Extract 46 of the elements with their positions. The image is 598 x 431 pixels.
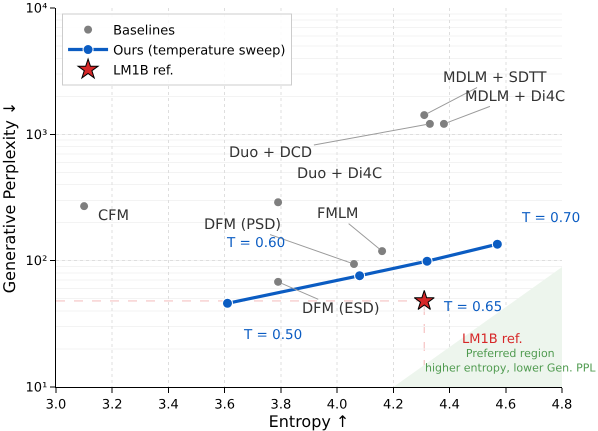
x-tick-label: 3.0 [46, 398, 66, 413]
x-tick-label: 4.0 [326, 398, 348, 413]
point [426, 120, 434, 128]
point [350, 260, 358, 268]
annotation: T = 0.70 [521, 210, 580, 226]
point [80, 202, 88, 210]
x-axis-title: Entropy ↑ [268, 412, 350, 431]
point [354, 270, 366, 282]
annotation: Duo + DCD [229, 145, 312, 161]
annotation: T = 0.65 [443, 299, 502, 315]
y-axis-title: Generative Perplexity ↓ [0, 102, 19, 294]
x-tick-label: 4.2 [382, 398, 404, 413]
annotation: MDLM + Di4C [465, 89, 566, 105]
point [440, 120, 448, 128]
point [414, 290, 435, 310]
annotation: Duo + Di4C [297, 166, 382, 182]
x-tick-label: 3.4 [158, 398, 179, 413]
legend-label: LM1B ref. [113, 64, 174, 79]
x-tick-label: 3.8 [270, 398, 292, 413]
annotation: T = 0.60 [226, 235, 286, 251]
point [274, 278, 282, 286]
annotation: MDLM + SDTT [443, 70, 547, 86]
y-tick-label: 10³ [26, 128, 48, 143]
x-tick-label: 3.2 [102, 398, 123, 413]
x-tick-label: 4.6 [495, 398, 516, 413]
point [222, 298, 233, 309]
annotation: CFM [98, 208, 129, 224]
legend-label: Baselines [113, 24, 176, 39]
point [422, 256, 433, 267]
point [492, 238, 503, 250]
annotation: FMLM [317, 206, 358, 222]
y-tick-label: 10² [26, 254, 48, 270]
point [378, 247, 386, 256]
annotation: Preferred region higher entropy, lower Gen. PPL [425, 347, 596, 374]
y-tick-label: 10⁴ [26, 2, 48, 17]
annotation: T = 0.50 [243, 327, 302, 343]
point [274, 198, 282, 206]
x-tick-label: 4.8 [552, 398, 572, 413]
legend-label: Ours (temperature sweep) [113, 44, 286, 59]
y-tick-label: 10¹ [26, 380, 48, 396]
point [420, 111, 428, 120]
x-tick-label: 3.6 [214, 398, 236, 413]
annotation: DFM (PSD) [204, 217, 282, 233]
annotation: DFM (ESD) [302, 301, 380, 317]
x-tick-label: 4.4 [439, 398, 460, 413]
annotation: LM1B ref. [462, 332, 523, 347]
